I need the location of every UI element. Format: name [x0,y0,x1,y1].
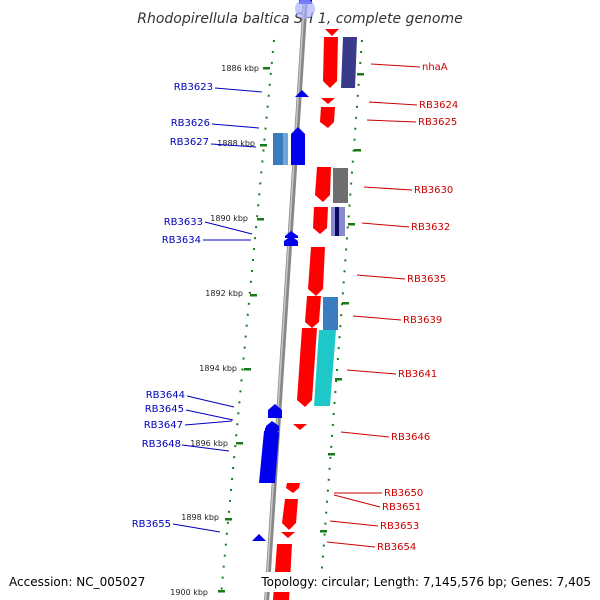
tick-label: 1888 kbp [217,139,255,148]
label-rb3623[interactable]: RB3623 [174,82,213,93]
label-rb3647[interactable]: RB3647 [144,420,183,431]
label-rb3641[interactable]: RB3641 [398,369,437,380]
tick-1886: 1886 kbp [221,64,270,73]
label-rb3654[interactable]: RB3654 [377,542,416,553]
gene-rb3650[interactable] [286,483,300,493]
tick-1896: 1896 kbp [190,439,243,448]
gene-rb3630[interactable] [315,167,331,202]
label-rb3624[interactable]: RB3624 [419,100,458,111]
label-rb3630[interactable]: RB3630 [414,185,453,196]
gene-rb3634[interactable] [284,236,298,246]
gene-rb3626-shade [283,133,288,165]
tick-label: 1896 kbp [190,439,228,448]
label-rb3650[interactable]: RB3650 [384,488,423,499]
label-rb3645[interactable]: RB3645 [145,404,184,415]
inner-tick-guide [220,39,275,596]
gene-rb3653[interactable] [281,532,295,538]
gene-rb3648[interactable] [259,425,279,483]
topology-text: Topology: circular; Length: 7,145,576 bp… [260,575,591,589]
label-rb3639[interactable]: RB3639 [403,315,442,326]
reverse-strand-genes [252,0,315,541]
gene-nhaa-partner[interactable] [341,37,357,88]
gene-top-forward[interactable] [325,29,339,36]
tick-1888: 1888 kbp [217,139,267,148]
right-gene-labels [326,63,421,548]
footer-backdrop-left [6,572,152,592]
tick-1892: 1892 kbp [205,289,257,298]
gene-rb3623[interactable] [295,90,309,97]
gene-rb3639[interactable] [305,296,321,328]
gene-nhaa[interactable] [323,37,338,88]
left-gene-labels [172,87,263,533]
tick-label: 1898 kbp [181,513,219,522]
gene-rb3639-partner[interactable] [323,297,338,330]
outer-tick-guide [319,39,363,596]
tick-label: 1890 kbp [210,214,248,223]
gene-rb3625[interactable] [320,107,335,128]
tick-1900: 1900 kbp [170,588,225,597]
gene-rb3633[interactable] [285,231,298,238]
gene-rb3646[interactable] [293,424,307,430]
gene-rb3644[interactable] [268,404,282,418]
label-rb3627[interactable]: RB3627 [170,137,209,148]
tick-label: 1894 kbp [199,364,237,373]
gene-rb3655[interactable] [252,534,266,541]
outer-ticks [320,73,364,533]
gene-rb3651[interactable] [282,499,298,530]
label-rb3653[interactable]: RB3653 [380,521,419,532]
tick-label: 1886 kbp [221,64,259,73]
label-rb3646[interactable]: RB3646 [391,432,430,443]
label-rb3625[interactable]: RB3625 [418,117,457,128]
gene-rb3632-partner-core [335,207,339,236]
tick-1898: 1898 kbp [181,513,232,522]
tick-label: 1900 kbp [170,588,208,597]
label-nhaa[interactable]: nhaA [422,62,448,73]
footer-backdrop-right [258,572,596,592]
accession-text: Accession: NC_005027 [9,575,145,589]
gene-rb3630-partner[interactable] [333,168,348,203]
label-rb3634[interactable]: RB3634 [162,235,201,246]
gene-rb3641[interactable] [297,328,317,407]
tick-label: 1892 kbp [205,289,243,298]
gene-rb3627[interactable] [291,127,305,165]
label-rb3648[interactable]: RB3648 [142,439,181,450]
label-rb3644[interactable]: RB3644 [146,390,185,401]
gene-top-highlight [295,0,315,19]
label-rb3651[interactable]: RB3651 [382,502,421,513]
tick-1890: 1890 kbp [210,214,264,223]
gene-rb3635[interactable] [308,247,325,296]
map-title: Rhodopirellula baltica SH 1, complete ge… [137,11,463,27]
label-rb3633[interactable]: RB3633 [164,217,203,228]
label-rb3632[interactable]: RB3632 [411,222,450,233]
gene-rb3624[interactable] [321,98,335,104]
gene-rb3632[interactable] [313,207,328,234]
label-rb3635[interactable]: RB3635 [407,274,446,285]
tick-1894: 1894 kbp [199,364,251,373]
forward-strand-genes [273,29,357,600]
gene-rb3641-partner[interactable] [314,330,336,406]
label-rb3626[interactable]: RB3626 [171,118,210,129]
label-rb3655[interactable]: RB3655 [132,519,171,530]
tick-guides [220,39,363,596]
